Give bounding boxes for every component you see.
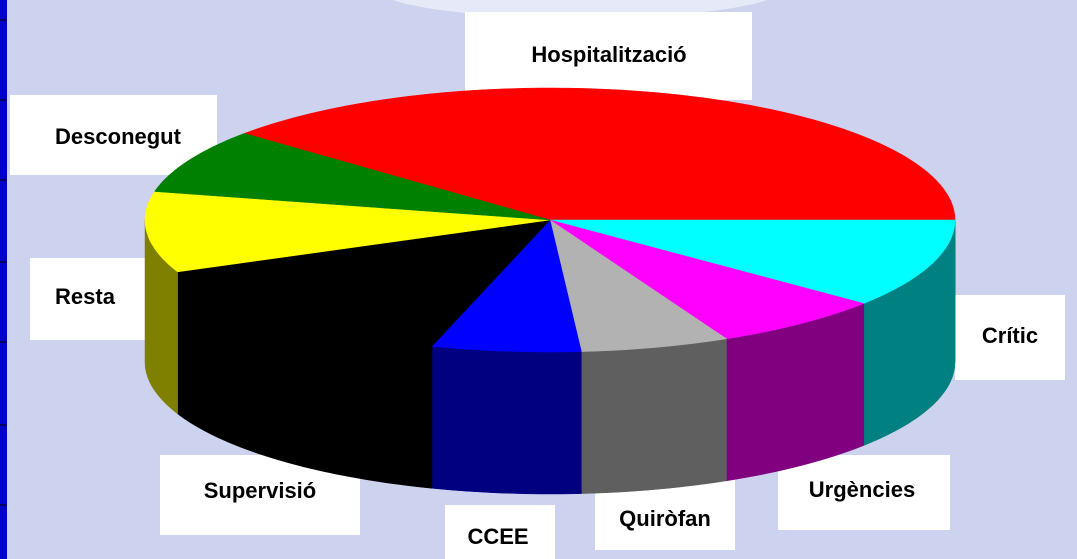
label-box xyxy=(778,455,950,530)
slice-label: Resta xyxy=(55,284,116,309)
label-box xyxy=(465,12,752,100)
pie-slice xyxy=(431,219,582,353)
pie-slice xyxy=(549,219,956,304)
pie-slice xyxy=(154,133,551,221)
left-strip-ticks xyxy=(0,19,7,506)
pie-slice xyxy=(549,219,728,352)
pie-slice xyxy=(176,219,551,347)
slice-label: Hospitalització xyxy=(531,42,686,67)
pie-side xyxy=(581,338,727,494)
slice-label: Urgències xyxy=(809,477,915,502)
left-strip xyxy=(0,0,7,559)
label-box xyxy=(30,258,145,340)
slice-label: Supervisió xyxy=(204,478,316,503)
slice-label: Quiròfan xyxy=(619,506,711,531)
pie-slice xyxy=(144,191,551,273)
slice-label: Desconegut xyxy=(55,124,182,149)
slice-label: Crític xyxy=(982,323,1038,348)
pie-side xyxy=(431,346,582,495)
label-box xyxy=(445,505,555,559)
label-box xyxy=(10,95,217,175)
slice-label: CCEE xyxy=(467,524,528,549)
pie-slice xyxy=(243,87,956,221)
pie-slice xyxy=(549,219,865,340)
label-box xyxy=(955,295,1065,380)
